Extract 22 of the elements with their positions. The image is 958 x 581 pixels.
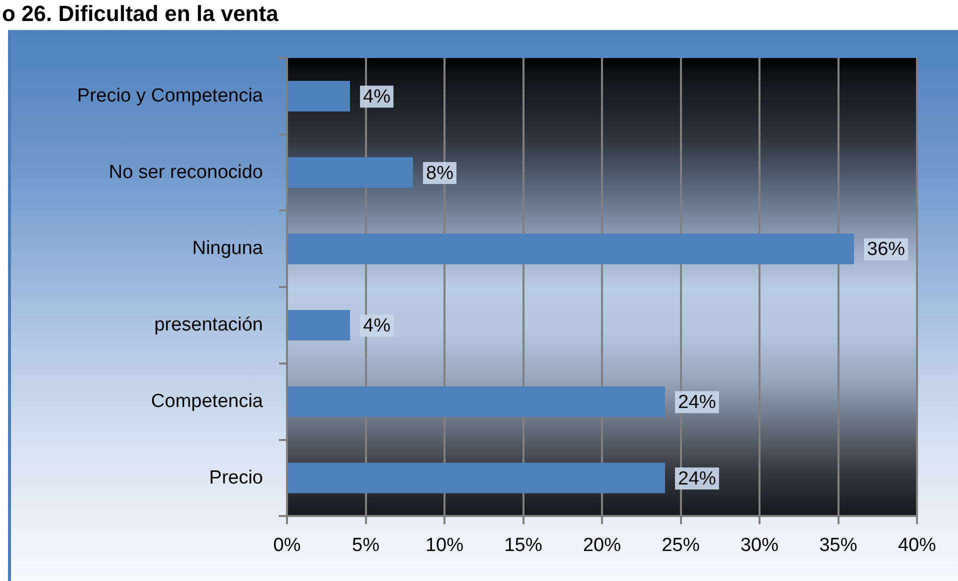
data-label: 24% [678, 392, 716, 413]
y-tick-label: Competencia [151, 390, 264, 412]
x-tick-label: 5% [352, 534, 380, 556]
data-label: 24% [678, 468, 716, 490]
y-tick-label: Precio y Competencia [77, 85, 264, 106]
x-tick-label: 25% [662, 534, 700, 556]
data-label: 4% [363, 316, 391, 337]
y-tick-label: presentación [154, 314, 263, 336]
x-tick-label: 10% [425, 534, 464, 556]
x-tick-label: 0% [273, 534, 301, 556]
y-tick-label: Precio [209, 467, 263, 488]
y-tick-label: No ser reconocido [108, 162, 263, 183]
y-tick-label: Ninguna [192, 238, 264, 260]
data-label: 4% [363, 86, 391, 108]
x-tick-label: 35% [819, 534, 858, 556]
data-label: 8% [426, 162, 454, 184]
x-tick-label: 40% [898, 534, 936, 556]
x-tick-label: 15% [504, 534, 542, 556]
chart-title: o 26. Dificultad en la venta [2, 1, 278, 27]
x-tick-label: 30% [740, 534, 779, 556]
x-tick-label: 20% [582, 534, 622, 556]
data-label: 36% [867, 239, 906, 260]
